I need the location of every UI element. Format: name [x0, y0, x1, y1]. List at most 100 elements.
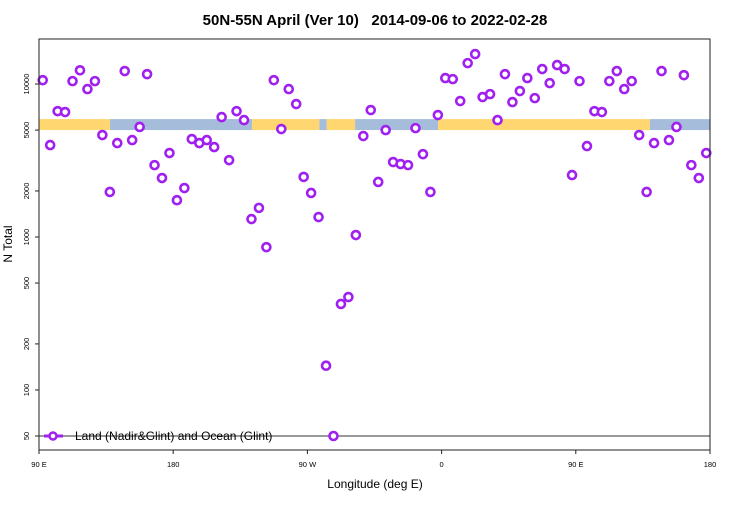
data-point: [678, 69, 690, 81]
data-point: [358, 130, 369, 142]
data-point: [693, 172, 705, 184]
data-point: [499, 68, 511, 80]
data-point: [492, 114, 503, 126]
data-point: [186, 133, 198, 145]
y-tick-label: 1000: [22, 229, 31, 246]
data-point: [425, 186, 436, 198]
data-point: [305, 187, 317, 199]
data-point: [171, 194, 183, 206]
y-tick-label: 5000: [22, 122, 31, 139]
data-point: [350, 229, 362, 241]
data-point: [134, 121, 145, 133]
data-point: [141, 68, 153, 80]
data-point: [514, 85, 526, 97]
data-point: [522, 72, 533, 84]
data-point: [179, 182, 190, 194]
data-point: [611, 65, 623, 77]
data-point: [372, 176, 384, 188]
data-point: [626, 75, 638, 87]
data-point: [104, 186, 116, 198]
data-point: [67, 75, 78, 87]
data-point: [469, 48, 481, 60]
data-point: [574, 75, 585, 87]
band-segment-ocean: [319, 119, 327, 131]
x-axis: 90 E 180 90 W 0 90 E 180: [31, 449, 717, 469]
data-point: [410, 122, 421, 134]
data-point: [462, 57, 473, 69]
band-segment-land: [438, 119, 650, 131]
band-segment-land: [252, 119, 320, 131]
x-tick-label: 180: [167, 460, 180, 469]
y-axis: 50 100 200 500 1000 2000 5000 10000: [22, 74, 39, 440]
data-point: [484, 88, 496, 100]
data-point: [89, 75, 101, 87]
band-segment-ocean: [109, 119, 253, 131]
data-point: [231, 105, 242, 117]
data-point: [566, 169, 578, 181]
data-point: [432, 109, 444, 121]
data-point: [149, 159, 160, 171]
data-point: [201, 134, 213, 146]
y-tick-label: 500: [22, 277, 31, 290]
y-tick-label: 200: [22, 338, 31, 351]
data-point: [82, 83, 93, 95]
data-point: [208, 141, 220, 153]
data-point: [618, 83, 630, 95]
data-point: [276, 123, 287, 135]
data-point: [156, 172, 168, 184]
band-segment-land: [326, 119, 356, 131]
legend-marker: [48, 431, 58, 441]
data-point: [119, 65, 131, 77]
data-point: [402, 159, 414, 171]
data-point: [671, 121, 682, 133]
band-segment-ocean: [355, 119, 439, 131]
data-points: [37, 48, 712, 442]
x-tick-label: 0: [440, 460, 444, 469]
data-point: [216, 111, 227, 123]
data-point: [641, 186, 652, 198]
data-point: [283, 83, 295, 95]
data-point: [261, 241, 272, 253]
data-point: [335, 298, 347, 310]
x-tick-label: 90 E: [31, 460, 46, 469]
data-point: [447, 73, 459, 85]
data-point: [596, 106, 608, 118]
data-point: [290, 98, 302, 110]
data-point: [700, 147, 712, 159]
legend: Land (Nadir&Glint) and Ocean (Glint): [44, 429, 272, 443]
data-point: [223, 154, 235, 166]
data-point: [544, 77, 556, 89]
data-point: [454, 95, 466, 107]
data-point: [238, 114, 250, 126]
data-point: [320, 360, 332, 372]
data-point: [417, 148, 429, 160]
data-point: [313, 211, 324, 223]
data-point: [37, 74, 49, 86]
data-point: [536, 63, 548, 75]
data-point: [298, 171, 309, 183]
data-point: [44, 139, 56, 151]
y-tick-label: 100: [22, 384, 31, 397]
data-point: [581, 140, 593, 152]
y-tick-label: 10000: [22, 74, 31, 95]
data-point: [648, 137, 660, 149]
x-axis-label: Longitude (deg E): [327, 477, 422, 491]
y-axis-label: N Total: [1, 225, 15, 262]
data-point: [365, 104, 377, 116]
data-point: [686, 159, 697, 171]
legend-label: Land (Nadir&Glint) and Ocean (Glint): [75, 429, 272, 443]
data-point: [74, 64, 86, 76]
data-point: [343, 291, 354, 303]
data-point: [253, 202, 265, 214]
data-point: [97, 129, 108, 141]
chart-title: 50N-55N April (Ver 10) 2014-09-06 to 202…: [203, 12, 548, 29]
x-tick-label: 90 E: [568, 460, 583, 469]
data-point: [59, 106, 71, 118]
data-point: [633, 129, 645, 141]
x-tick-label: 180: [704, 460, 717, 469]
x-tick-label: 90 W: [299, 460, 317, 469]
data-point: [559, 63, 570, 75]
plot-frame: [38, 38, 711, 451]
data-point: [126, 134, 138, 146]
